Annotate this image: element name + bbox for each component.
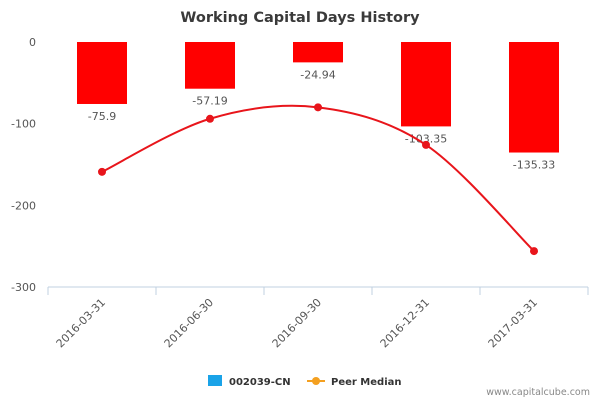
y-tick-label: 0 xyxy=(29,36,36,49)
peer-median-series xyxy=(98,103,538,256)
legend-swatch-marker xyxy=(312,377,320,385)
x-tick-label: 2017-03-31 xyxy=(486,296,540,350)
peer-median-point xyxy=(314,103,322,112)
bar xyxy=(509,42,559,153)
peer-median-point xyxy=(206,114,214,123)
bar xyxy=(293,42,343,63)
peer-median-point xyxy=(98,167,106,176)
bar-data-label: -75.9 xyxy=(88,110,116,123)
x-tick-label: 2016-06-30 xyxy=(162,296,216,350)
legend-label: 002039-CN xyxy=(229,377,291,388)
x-axis: 2016-03-31 2016-06-30 2016-09-30 2016-12-31… xyxy=(47,286,589,350)
y-axis: 0 -100 -200 -300 xyxy=(11,36,36,294)
legend-swatch-bar xyxy=(208,375,222,386)
legend: 002039-CN Peer Median xyxy=(208,375,402,388)
bar xyxy=(185,42,235,89)
bar-data-label: -57.19 xyxy=(192,95,227,108)
bar-series xyxy=(77,42,559,153)
bar xyxy=(77,42,127,104)
bar-data-label: -24.94 xyxy=(300,68,335,81)
y-tick-label: -200 xyxy=(11,199,36,212)
y-tick-label: -100 xyxy=(11,118,36,131)
x-tick-label: 2016-09-30 xyxy=(270,296,324,350)
peer-median-point xyxy=(422,140,430,149)
x-tick-label: 2016-12-31 xyxy=(378,296,432,350)
chart-title: Working Capital Days History xyxy=(180,10,420,26)
bar-data-labels: -75.9 -57.19 -24.94 -103.35 -135.33 xyxy=(88,68,555,171)
bar-data-label: -135.33 xyxy=(513,159,555,172)
bar-data-label: -103.35 xyxy=(405,132,447,145)
x-tick-label: 2016-03-31 xyxy=(54,296,108,350)
credit-text: www.capitalcube.com xyxy=(486,387,590,398)
legend-label: Peer Median xyxy=(331,377,402,388)
y-tick-label: -300 xyxy=(11,281,36,294)
peer-median-line xyxy=(101,104,535,252)
peer-median-point xyxy=(530,247,538,256)
bar xyxy=(401,42,451,127)
